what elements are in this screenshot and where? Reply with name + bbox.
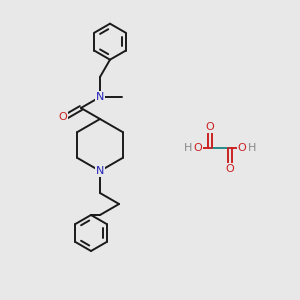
Text: N: N	[96, 92, 104, 102]
Text: O: O	[58, 112, 67, 122]
Text: H: H	[184, 143, 192, 153]
Text: O: O	[206, 122, 214, 132]
Text: O: O	[226, 164, 234, 174]
Text: O: O	[194, 143, 202, 153]
Text: N: N	[96, 166, 104, 176]
Text: O: O	[238, 143, 246, 153]
Text: H: H	[248, 143, 256, 153]
